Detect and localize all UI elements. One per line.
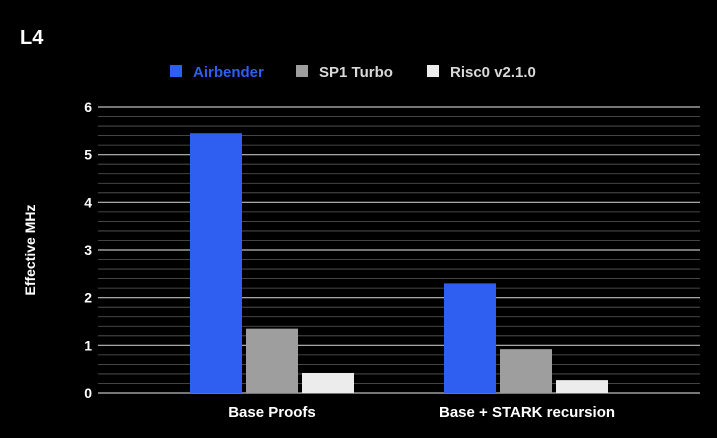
bar-sp1-turbo-base-stark-recursion[interactable] [500,349,552,393]
legend: Airbender SP1 Turbo Risc0 v2.1.0 [170,64,536,81]
bar-sp1-turbo-base-proofs[interactable] [246,328,298,393]
x-tick-label-base-stark-recursion: Base + STARK recursion [439,404,615,421]
bar-airbender-base-stark-recursion[interactable] [444,283,496,393]
legend-swatch-risc0 [427,65,439,77]
y-axis-label: Effective MHz [22,204,38,295]
bars [190,133,608,393]
bar-airbender-base-proofs[interactable] [190,133,242,393]
legend-swatch-airbender [170,65,182,77]
y-tick-labels: 0 1 2 3 4 5 6 [84,99,92,401]
bar-risc0-base-stark-recursion[interactable] [556,380,608,393]
y-tick-label: 6 [84,99,92,115]
legend-label-sp1-turbo: SP1 Turbo [319,64,393,81]
legend-item-airbender[interactable]: Airbender [170,64,264,81]
y-tick-label: 5 [84,147,92,163]
y-tick-label: 3 [84,242,92,258]
legend-label-airbender: Airbender [193,64,264,81]
legend-label-risc0: Risc0 v2.1.0 [450,64,536,81]
chart-title: L4 [20,27,44,49]
y-tick-label: 0 [84,385,92,401]
legend-item-sp1-turbo[interactable]: SP1 Turbo [296,64,393,81]
bar-risc0-base-proofs[interactable] [302,372,354,393]
legend-swatch-sp1-turbo [296,65,308,77]
legend-item-risc0[interactable]: Risc0 v2.1.0 [427,64,536,81]
x-tick-label-base-proofs: Base Proofs [228,404,316,421]
y-tick-label: 1 [84,337,92,353]
gridlines [98,106,700,394]
y-tick-label: 2 [84,290,92,306]
y-tick-label: 4 [84,194,92,210]
